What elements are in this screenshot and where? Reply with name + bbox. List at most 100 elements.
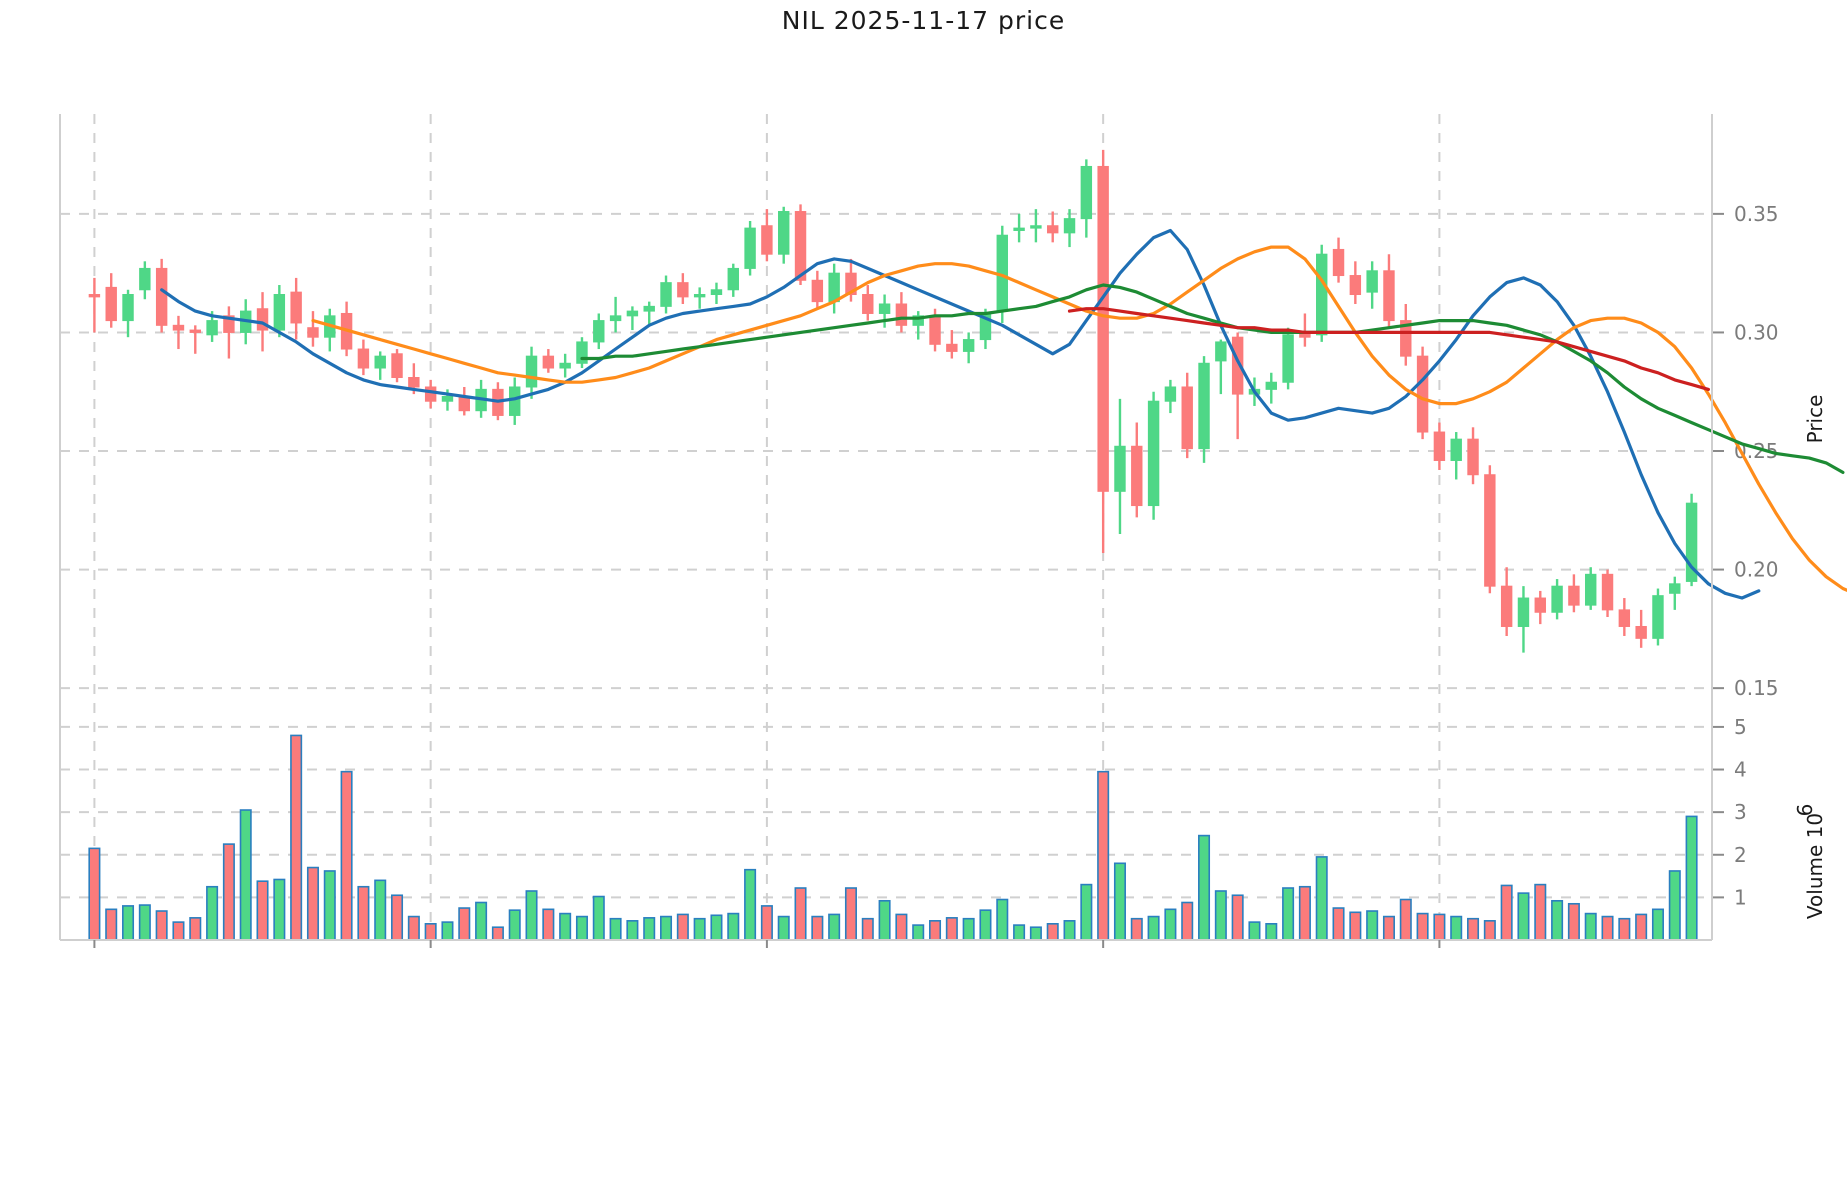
volume-bar xyxy=(592,895,605,941)
candle-body xyxy=(660,282,672,307)
candle-body xyxy=(256,308,269,331)
volume-bar xyxy=(979,909,992,941)
candle-body xyxy=(1618,609,1631,627)
candle-body xyxy=(559,362,571,369)
volume-bar xyxy=(1433,913,1446,941)
volume-bar xyxy=(1450,915,1463,941)
x-axis-labels: Aug 10Aug 30Sep 19Oct 09Oct 29 xyxy=(93,940,1441,948)
candle-body xyxy=(1080,165,1093,220)
volume-bar xyxy=(1097,770,1110,941)
candle-body xyxy=(139,267,151,291)
volume-bar xyxy=(542,908,555,941)
candle-body xyxy=(88,294,101,298)
volume-tick-label: 1 xyxy=(1734,885,1747,909)
candle-body xyxy=(1181,386,1193,450)
volume-bar xyxy=(760,905,773,941)
volume-bar xyxy=(1635,913,1648,941)
volume-bar xyxy=(88,847,101,941)
candle-body xyxy=(946,343,958,352)
candle-body xyxy=(374,355,386,369)
volume-bar xyxy=(441,921,454,941)
candle-body xyxy=(862,294,874,314)
volume-bar xyxy=(660,915,673,941)
volume-bar xyxy=(508,909,521,941)
volume-bar xyxy=(609,917,622,941)
volume-bar xyxy=(138,904,151,941)
volume-bar xyxy=(1231,894,1244,941)
volume-bar xyxy=(1164,908,1177,941)
volume-bar xyxy=(1483,920,1496,941)
volume-bar xyxy=(895,913,908,941)
candle-body xyxy=(1450,438,1462,461)
volume-bar xyxy=(794,887,807,941)
candle-body xyxy=(643,305,655,312)
candle-body xyxy=(1517,597,1530,627)
candle-body xyxy=(509,386,521,416)
volume-bar xyxy=(122,905,135,941)
candle-body xyxy=(1585,573,1597,606)
volume-bar xyxy=(340,770,353,941)
candle-body xyxy=(1484,474,1496,587)
candle-body xyxy=(223,315,235,333)
volume-bar xyxy=(575,915,588,941)
volume-bar xyxy=(844,887,857,941)
volume-bar xyxy=(1282,887,1295,941)
candle-body xyxy=(1601,573,1614,611)
candle-body xyxy=(1332,248,1345,277)
candle-body xyxy=(1231,336,1244,395)
candle-body xyxy=(122,294,134,322)
candle-body xyxy=(1652,595,1664,639)
candle-body xyxy=(1063,218,1076,234)
ma-line-ma_slowest xyxy=(1067,307,1710,391)
volume-bar xyxy=(811,915,824,941)
volume-bar xyxy=(643,917,656,941)
volume-bar xyxy=(155,910,168,941)
volume-tick-label: 5 xyxy=(1734,715,1747,739)
volume-bar xyxy=(744,868,757,941)
candle-body xyxy=(710,289,723,296)
volume-bar xyxy=(1181,901,1194,941)
candle-body xyxy=(155,267,168,326)
volume-bar xyxy=(1618,917,1631,941)
candle-body xyxy=(1534,597,1546,613)
candle-body xyxy=(273,294,286,331)
candle-body xyxy=(1164,386,1177,402)
volume-bar xyxy=(693,917,706,941)
volume-bar xyxy=(1467,917,1480,941)
volume-bar xyxy=(1265,923,1278,941)
volume-bar xyxy=(676,913,689,941)
candle-body xyxy=(845,272,857,296)
volume-bar xyxy=(475,901,488,941)
candle-body xyxy=(1198,362,1210,450)
candle-body xyxy=(626,310,639,317)
volume-tick-label: 2 xyxy=(1734,843,1747,867)
candle-body xyxy=(1366,270,1378,293)
volume-axis-label-group: Volume 106 xyxy=(1793,804,1827,919)
candle-body xyxy=(962,339,975,352)
price-tick-label: 0.15 xyxy=(1734,676,1779,700)
candle-body xyxy=(1669,583,1681,594)
volume-bar xyxy=(710,914,723,941)
volume-bar xyxy=(1147,915,1160,941)
candle-body xyxy=(424,386,437,402)
candle-body xyxy=(525,355,538,388)
volume-bar xyxy=(256,880,269,941)
volume-bar xyxy=(996,898,1009,941)
volume-bar xyxy=(290,734,303,941)
volume-bar xyxy=(206,885,219,941)
volume-bar xyxy=(239,809,252,941)
candle-body xyxy=(593,320,605,343)
volume-bar xyxy=(1113,862,1126,941)
candle-body xyxy=(1685,502,1698,582)
candle-body xyxy=(1383,270,1395,322)
volume-bar xyxy=(1517,892,1530,941)
price-tick-label: 0.35 xyxy=(1734,202,1779,226)
moving-average-lines xyxy=(160,228,1847,600)
volume-series xyxy=(88,734,1698,941)
volume-bar xyxy=(1551,899,1564,941)
volume-bar xyxy=(559,912,572,941)
volume-bar xyxy=(458,907,471,941)
candle-body xyxy=(828,272,840,303)
candle-body xyxy=(895,303,908,326)
candle-body xyxy=(1047,225,1059,234)
